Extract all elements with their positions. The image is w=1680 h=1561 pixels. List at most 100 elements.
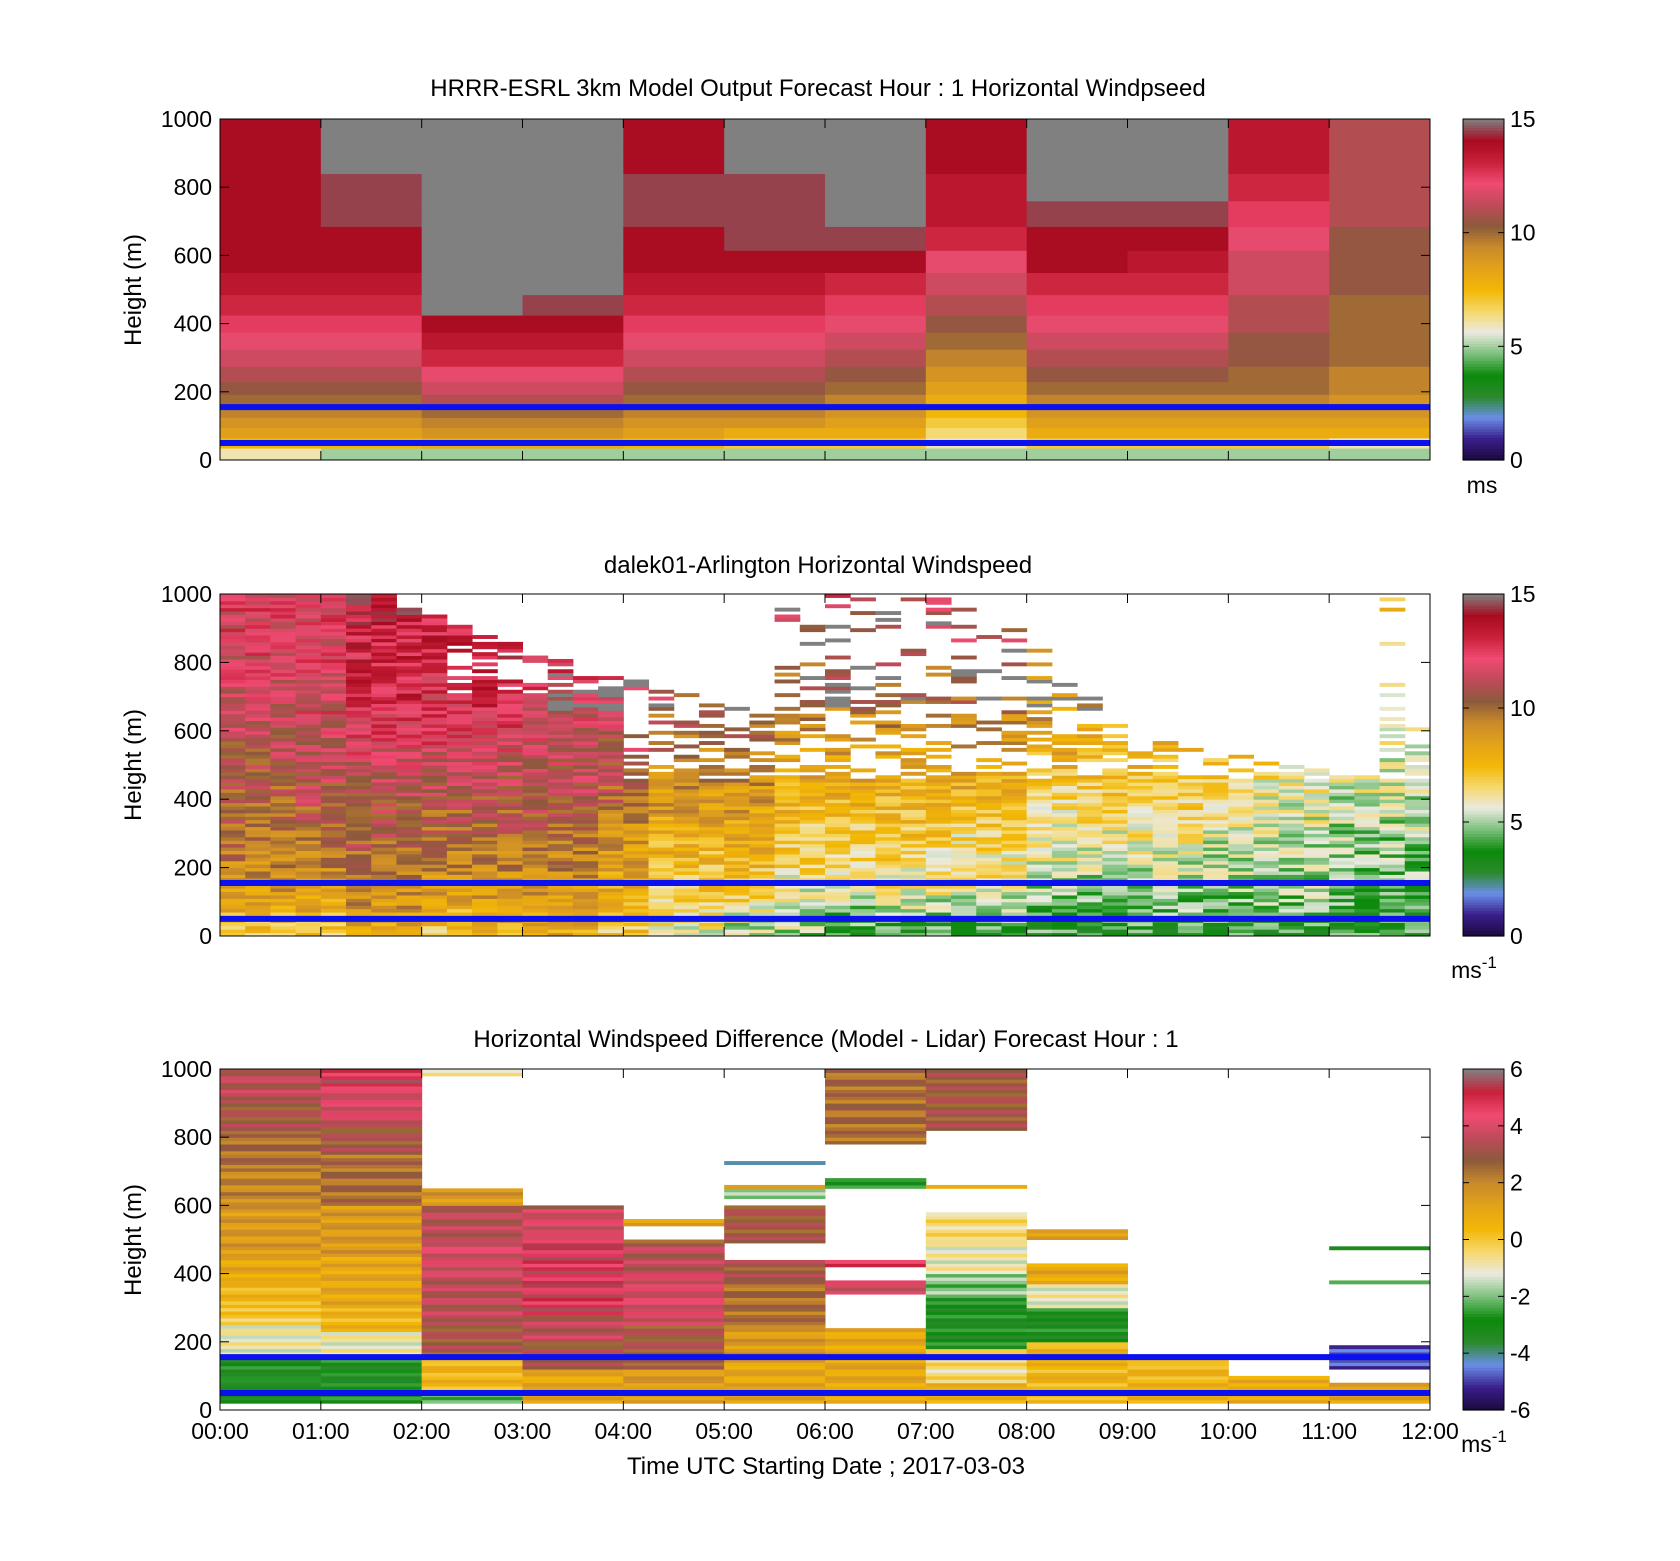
heatmap-cell (648, 720, 675, 725)
heatmap-cell (220, 1208, 322, 1213)
heatmap-cell (1303, 829, 1330, 834)
heatmap-cell (698, 785, 725, 790)
colorbar-swatch (1463, 1390, 1504, 1394)
heatmap-cell (598, 771, 624, 776)
heatmap-cell (724, 1314, 826, 1319)
heatmap-cell (371, 908, 397, 913)
heatmap-cell (421, 1307, 523, 1312)
heatmap-cell (925, 1072, 1028, 1077)
heatmap-cell (1329, 778, 1355, 783)
heatmap-cell (220, 829, 246, 834)
heatmap-cell (371, 836, 397, 841)
heatmap-cell (925, 1280, 1028, 1285)
heatmap-cell (1303, 812, 1330, 817)
heatmap-cell (1177, 802, 1204, 807)
heatmap-cell (724, 1317, 826, 1322)
heatmap-cell (1077, 932, 1103, 937)
heatmap-cell (799, 792, 826, 797)
heatmap-cell (522, 874, 549, 879)
heatmap-cell (572, 696, 599, 701)
heatmap-cell (245, 658, 271, 663)
heatmap-cell (1379, 850, 1406, 855)
heatmap-cell (446, 624, 473, 629)
heatmap-cell (724, 1341, 826, 1346)
heatmap-cell (1127, 802, 1154, 807)
heatmap-cell (925, 912, 952, 916)
heatmap-cell (673, 843, 700, 848)
heatmap-cell (522, 1246, 624, 1251)
heatmap-cell (1152, 785, 1179, 790)
heatmap-cell (421, 332, 523, 350)
heatmap-cell (547, 860, 574, 865)
heatmap-cell (421, 826, 448, 831)
heatmap-cell (547, 864, 574, 869)
heatmap-cell (1152, 833, 1179, 838)
heatmap-cell (1001, 785, 1028, 790)
heatmap-cell (346, 624, 372, 629)
colorbar-swatch (1463, 414, 1504, 418)
heatmap-cell (1127, 864, 1154, 869)
heatmap-cell (371, 792, 397, 797)
heatmap-cell (1001, 905, 1028, 910)
heatmap-cell (1127, 929, 1154, 934)
heatmap-cell (724, 1225, 826, 1230)
heatmap-cell (799, 932, 826, 937)
heatmap-cell (825, 1259, 927, 1264)
heatmap-cell (698, 782, 725, 787)
heatmap-cell (1026, 833, 1053, 838)
heatmap-cell (421, 631, 448, 636)
heatmap-cell (1026, 1324, 1128, 1329)
heatmap-cell (598, 877, 624, 882)
heatmap-cell (1026, 898, 1053, 903)
heatmap-cell (1177, 795, 1204, 800)
heatmap-cell (572, 860, 599, 865)
heatmap-cell (522, 1321, 624, 1326)
heatmap-cell (900, 877, 927, 882)
colorbar-swatch (1463, 195, 1504, 200)
heatmap-cell (1102, 871, 1128, 875)
heatmap-cell (724, 840, 750, 845)
heatmap-cell (623, 146, 725, 175)
heatmap-cell (346, 877, 372, 882)
heatmap-cell (1177, 809, 1204, 814)
heatmap-cell (220, 1375, 322, 1380)
heatmap-cell (1026, 1277, 1128, 1281)
heatmap-cell (572, 884, 599, 889)
heatmap-cell (472, 847, 498, 851)
heatmap-cell (623, 761, 650, 766)
heatmap-cell (1102, 799, 1128, 804)
heatmap-cell (295, 788, 322, 793)
heatmap-cell (295, 720, 322, 725)
heatmap-cell (320, 1307, 423, 1312)
heatmap-cell (220, 847, 246, 851)
heatmap-cell (320, 877, 347, 882)
colorbar-swatch (1463, 790, 1504, 795)
colorbar-swatch (1463, 853, 1504, 857)
heatmap-cell (472, 761, 498, 766)
colorbar-swatch (1463, 679, 1504, 683)
heatmap-cell (1303, 816, 1330, 821)
heatmap-cell (371, 751, 397, 756)
heatmap-cell (875, 847, 902, 851)
y-tick-label: 600 (174, 718, 212, 744)
heatmap-cell (346, 788, 372, 793)
heatmap-cell (1278, 929, 1305, 934)
heatmap-cell (1379, 761, 1406, 766)
heatmap-cell (1051, 833, 1078, 838)
heatmap-cell (446, 884, 473, 889)
heatmap-cell (522, 1331, 624, 1336)
heatmap-cell (1177, 785, 1204, 790)
colorbar-swatch (1463, 599, 1504, 604)
heatmap-cell (547, 792, 574, 797)
heatmap-cell (220, 710, 246, 715)
heatmap-cell (673, 806, 700, 810)
heatmap-cell (1026, 871, 1053, 875)
heatmap-cell (1102, 877, 1128, 882)
heatmap-cell (724, 929, 750, 934)
heatmap-cell (1228, 809, 1255, 814)
heatmap-cell (446, 693, 473, 698)
heatmap-cell (522, 1372, 624, 1377)
heatmap-cell (774, 734, 801, 739)
heatmap-cell (900, 802, 927, 807)
heatmap-cell (396, 788, 423, 793)
